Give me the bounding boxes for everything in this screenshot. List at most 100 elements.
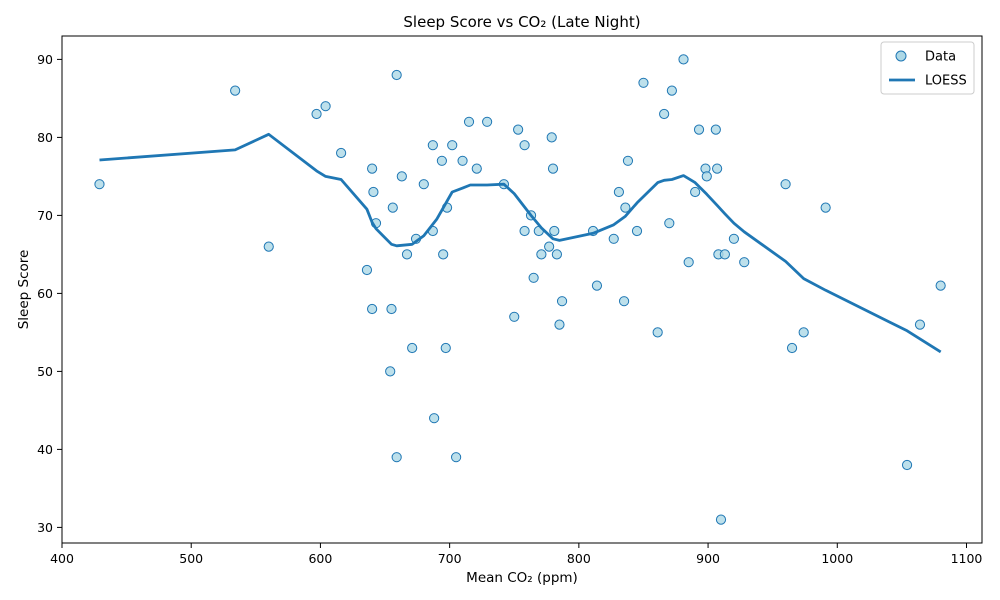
- data-point: [336, 147, 347, 159]
- data-point: [546, 132, 557, 143]
- data-point: [820, 202, 831, 213]
- y-axis-ticks: 30 40 50 60 70 80 90: [37, 52, 62, 535]
- data-point: [407, 342, 418, 354]
- data-point: [728, 233, 740, 244]
- data-point: [513, 124, 524, 135]
- x-tick-label: 600: [308, 551, 332, 566]
- x-axis-label: Mean CO₂ (ppm): [466, 570, 578, 586]
- loess-line: [99, 132, 942, 354]
- data-point: [447, 140, 458, 151]
- data-point: [638, 77, 649, 88]
- data-point: [463, 116, 475, 127]
- data-point: [798, 327, 809, 338]
- data-point: [613, 186, 625, 198]
- data-point: [554, 319, 565, 330]
- y-tick-label: 60: [37, 286, 53, 301]
- plot-area-frame: [61, 35, 983, 544]
- data-point: [652, 327, 663, 338]
- data-point: [457, 155, 468, 166]
- data-point: [683, 257, 694, 268]
- data-point: [701, 171, 712, 182]
- x-tick-label: 500: [179, 551, 203, 566]
- y-tick-label: 90: [37, 52, 53, 67]
- data-point: [739, 257, 750, 268]
- data-point: [311, 108, 322, 120]
- data-point: [230, 85, 241, 96]
- data-point: [622, 155, 634, 166]
- x-tick-label: 900: [696, 551, 720, 566]
- data-point: [659, 108, 670, 120]
- data-point: [608, 233, 619, 244]
- data-point: [690, 186, 701, 198]
- y-tick-label: 30: [37, 520, 53, 535]
- data-point: [387, 202, 398, 213]
- data-point: [549, 225, 560, 237]
- scatter-points: [94, 54, 946, 525]
- data-point: [631, 225, 643, 237]
- data-point: [547, 163, 559, 174]
- data-point: [719, 249, 730, 260]
- data-point: [438, 249, 449, 260]
- data-point: [418, 179, 429, 190]
- data-point: [666, 85, 677, 96]
- data-point: [367, 163, 378, 174]
- x-tick-label: 1000: [821, 551, 853, 566]
- legend-data-marker: [895, 50, 907, 62]
- data-point: [935, 280, 946, 291]
- data-point: [396, 171, 407, 182]
- data-point: [429, 413, 440, 424]
- data-point: [401, 249, 413, 260]
- data-point: [519, 225, 530, 237]
- y-tick-label: 80: [37, 130, 53, 145]
- data-point: [556, 296, 568, 307]
- data-point: [528, 272, 539, 283]
- data-point: [94, 179, 105, 190]
- x-tick-label: 800: [567, 551, 591, 566]
- data-point: [361, 264, 373, 276]
- y-tick-label: 50: [37, 364, 53, 379]
- x-tick-label: 1100: [951, 551, 983, 566]
- x-axis-ticks: 400 500 600 700 800 900 1000 1100: [50, 543, 982, 566]
- data-point: [519, 140, 530, 151]
- data-point: [263, 241, 274, 252]
- data-point: [551, 249, 562, 260]
- data-point: [391, 452, 402, 463]
- legend: Data LOESS: [880, 41, 975, 95]
- data-point: [385, 366, 396, 377]
- data-point: [544, 241, 555, 252]
- data-point: [715, 514, 727, 525]
- y-tick-label: 70: [37, 208, 53, 223]
- y-tick-label: 40: [37, 442, 53, 457]
- data-point: [901, 459, 913, 471]
- data-point: [620, 202, 631, 213]
- data-point: [391, 69, 402, 81]
- data-point: [780, 179, 791, 190]
- chart-title: Sleep Score vs CO₂ (Late Night): [403, 13, 640, 31]
- data-point: [436, 155, 447, 166]
- data-point: [914, 319, 926, 330]
- data-point: [536, 249, 547, 260]
- data-point: [712, 163, 723, 174]
- data-point: [678, 54, 689, 65]
- data-point: [386, 303, 397, 315]
- y-axis-label: Sleep Score: [16, 250, 32, 330]
- data-point: [664, 218, 675, 229]
- data-point: [427, 140, 438, 151]
- data-point: [320, 101, 331, 112]
- data-point: [591, 280, 603, 291]
- x-tick-label: 700: [438, 551, 462, 566]
- data-point: [693, 124, 705, 135]
- x-tick-label: 400: [50, 551, 74, 566]
- data-point: [440, 342, 451, 354]
- data-point: [786, 342, 798, 354]
- legend-data-label: Data: [925, 50, 956, 65]
- legend-loess-label: LOESS: [925, 74, 967, 89]
- data-point: [618, 296, 630, 307]
- data-point: [509, 311, 520, 322]
- data-point: [451, 452, 462, 463]
- data-point: [368, 186, 379, 198]
- data-point: [710, 124, 721, 135]
- data-point: [482, 116, 493, 127]
- data-point: [367, 303, 378, 315]
